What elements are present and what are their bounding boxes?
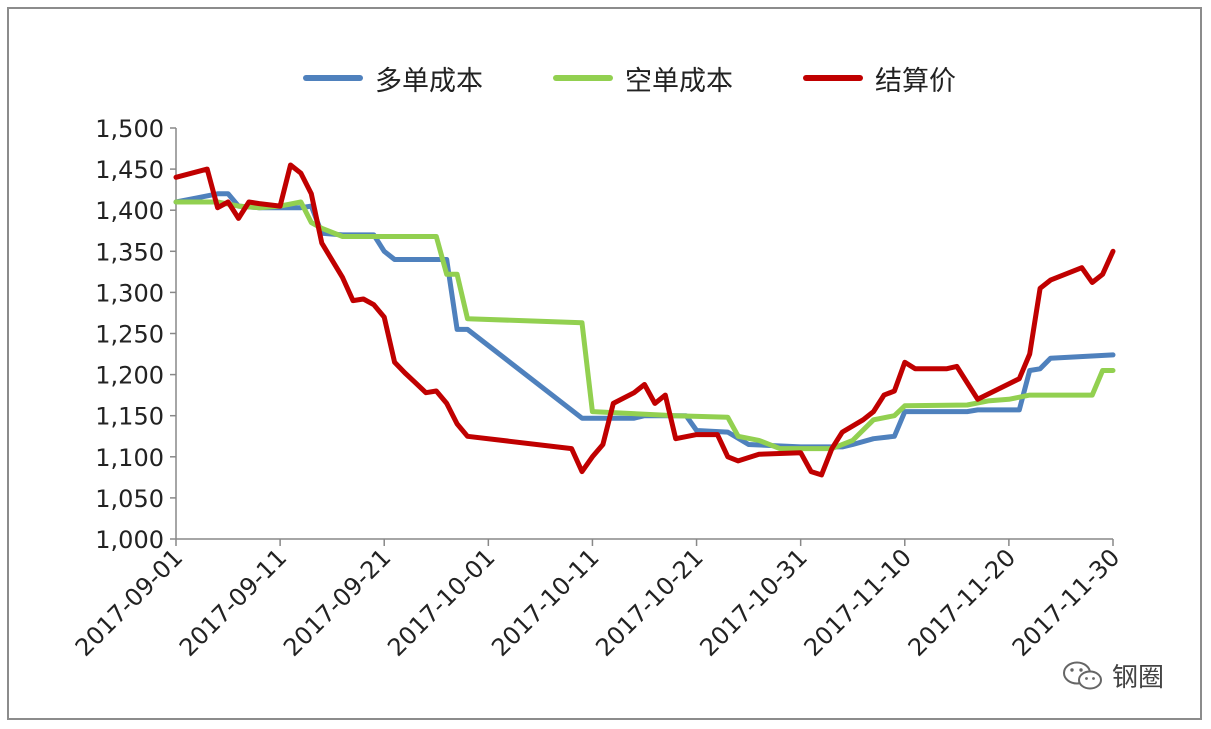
watermark-text: 钢圈 bbox=[1112, 663, 1165, 693]
x-tick-label: 2017-09-21 bbox=[278, 543, 396, 661]
legend-label-short-cost: 空单成本 bbox=[625, 65, 733, 97]
y-tick-label: 1,400 bbox=[95, 197, 164, 225]
x-tick-label: 2017-10-11 bbox=[486, 543, 604, 661]
chart-frame bbox=[7, 7, 1202, 720]
x-tick-label: 2017-10-31 bbox=[694, 543, 812, 661]
y-tick-label: 1,000 bbox=[95, 526, 164, 554]
series-line-short-cost bbox=[173, 199, 1116, 452]
legend-swatch-long-cost bbox=[303, 75, 363, 81]
series-line-long-cost bbox=[173, 191, 1116, 450]
legend-label-settlement-price: 结算价 bbox=[875, 65, 956, 97]
y-tick-label: 1,250 bbox=[95, 321, 164, 349]
x-tick-label: 2017-10-01 bbox=[382, 543, 500, 661]
watermark: 钢圈 bbox=[1062, 657, 1164, 694]
y-tick-label: 1,050 bbox=[95, 485, 164, 513]
y-tick-label: 1,350 bbox=[95, 238, 164, 266]
legend-item-settlement-price: 结算价 bbox=[803, 58, 956, 98]
x-tick-label: 2017-11-30 bbox=[1007, 543, 1125, 661]
legend-item-long-cost: 多单成本 bbox=[303, 58, 483, 98]
x-tick-label: 2017-11-20 bbox=[903, 543, 1021, 661]
x-tick-label: 2017-11-10 bbox=[799, 543, 917, 661]
series-line-settlement-price bbox=[173, 162, 1116, 478]
chart-legend: 多单成本 空单成本 结算价 bbox=[0, 58, 1211, 98]
x-tick-label: 2017-10-21 bbox=[590, 543, 708, 661]
x-tick-label: 2017-09-11 bbox=[174, 543, 292, 661]
legend-label-long-cost: 多单成本 bbox=[375, 65, 483, 97]
y-tick-label: 1,500 bbox=[95, 115, 164, 143]
x-tick-label: 2017-09-01 bbox=[70, 543, 188, 661]
y-tick-label: 1,100 bbox=[95, 444, 164, 472]
legend-swatch-settlement-price bbox=[803, 75, 863, 81]
y-tick-label: 1,300 bbox=[95, 279, 164, 307]
plot-area bbox=[173, 162, 1116, 478]
wechat-icon bbox=[1063, 661, 1102, 689]
y-tick-label: 1,200 bbox=[95, 362, 164, 390]
y-tick-label: 1,150 bbox=[95, 403, 164, 431]
y-tick-label: 1,450 bbox=[95, 156, 164, 184]
legend-swatch-short-cost bbox=[553, 75, 613, 81]
legend-item-short-cost: 空单成本 bbox=[553, 58, 733, 98]
